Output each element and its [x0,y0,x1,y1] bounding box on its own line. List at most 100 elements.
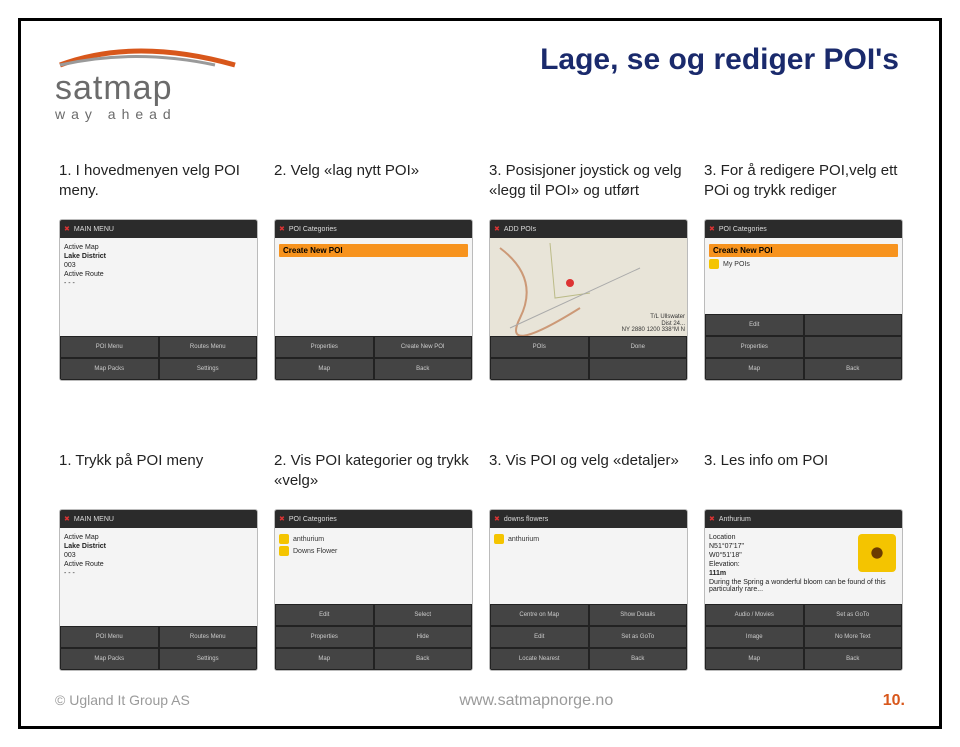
device-button: Select [374,604,473,626]
device-button: Properties [275,336,374,358]
screen-title: ADD POIs [504,226,536,233]
text-line: 003 [64,552,253,559]
device-button: Routes Menu [159,626,258,648]
button-row: MapBack [275,358,472,380]
highlighted-item: Create New POI [709,244,898,257]
steps-row-1: 1. I hovedmenyen velg POI meny. ✖ MAIN MEN… [59,161,901,381]
device-button: POIs [490,336,589,358]
device-button: Back [804,648,903,670]
step-caption: 2. Velg «lag nytt POI» [274,161,471,215]
screen-body: Create New POI My POIs [705,238,902,314]
step-caption: 3. For å redigere POI,velg ett POi og tr… [704,161,901,215]
close-icon: ✖ [64,225,70,233]
screen-title: MAIN MENU [74,226,114,233]
close-icon: ✖ [279,515,285,523]
device-button: Map Packs [60,358,159,380]
brand-tagline: way ahead [55,106,275,122]
device-button [804,314,903,336]
step-caption: 3. Posisjoner joystick og velg «legg til… [489,161,686,215]
button-row [490,358,687,380]
list-item: My POIs [709,259,898,269]
device-button: Edit [705,314,804,336]
device-button: Settings [159,358,258,380]
device-button: Settings [159,648,258,670]
device-screenshot: ✖ POI Categories anthuriumDowns FlowerEdit… [274,509,473,671]
device-screenshot: ✖MAIN MENUActive MapLake District003Acti… [59,509,258,671]
screen-title: POI Categories [719,226,767,233]
close-icon: ✖ [494,515,500,523]
device-button: Edit [275,604,374,626]
close-icon: ✖ [279,225,285,233]
device-button: Routes Menu [159,336,258,358]
device-button: Show Details [589,604,688,626]
device-button: Map [275,358,374,380]
flower-icon [858,534,896,572]
text-line: Active Map [64,534,253,541]
step-caption: 3. Vis POI og velg «detaljer» [489,451,686,505]
screen-body: anthuriumDowns Flower [275,528,472,604]
device-button: Image [705,626,804,648]
button-row: PropertiesCreate New POI [275,336,472,358]
text-line: - - - [64,280,253,287]
device-button: Done [589,336,688,358]
device-button: POI Menu [60,336,159,358]
poi-icon [709,259,719,269]
device-button: Hide [374,626,473,648]
map-info: T/L UllswaterDist 24...NY 2880 1200 338°… [622,314,685,334]
button-row: PropertiesHide [275,626,472,648]
poi-icon [279,546,289,556]
steps-row-2: 1. Trykk på POI meny✖MAIN MENUActive Map… [59,451,901,671]
button-row: Centre on MapShow Details [490,604,687,626]
device-button: Create New POI [374,336,473,358]
page-title: Lage, se og rediger POI's [540,43,899,77]
brand-name: satmap [55,69,275,108]
button-row: Edit [705,314,902,336]
device-button: Back [374,648,473,670]
device-button [589,358,688,380]
device-button: Back [589,648,688,670]
device-button: Properties [705,336,804,358]
device-button: Back [374,358,473,380]
screen-title: POI Categories [289,516,337,523]
footer-url: www.satmapnorge.no [459,692,613,710]
button-row: Properties [705,336,902,358]
page-number: 10. [883,692,905,710]
device-button: Centre on Map [490,604,589,626]
list-item: anthurium [494,534,683,544]
page-footer: © Ugland It Group AS www.satmapnorge.no … [55,692,905,710]
button-row: Audio / MoviesSet as GoTo [705,604,902,626]
screen-body: Active MapLake District003Active Route- … [60,238,257,336]
screen-body: anthurium [490,528,687,604]
step-caption: 1. I hovedmenyen velg POI meny. [59,161,256,215]
device-button: Edit [490,626,589,648]
device-button: No More Text [804,626,903,648]
button-row: ImageNo More Text [705,626,902,648]
close-icon: ✖ [494,225,500,233]
device-screenshot: ✖ ADD POIs T/L UllswaterDist 24...NY 2880 … [489,219,688,381]
text-line: 003 [64,262,253,269]
button-row: POI MenuRoutes Menu [60,336,257,358]
device-screenshot: ✖POI CategoriesCreate New POIPropertiesC… [274,219,473,381]
device-button: POI Menu [60,626,159,648]
close-icon: ✖ [709,515,715,523]
device-button [490,358,589,380]
button-row: Map PacksSettings [60,358,257,380]
screen-title: downs flowers [504,516,548,523]
text-line: Lake District [64,253,253,260]
detail-line: During the Spring a wonderful bloom can … [709,579,898,593]
step-caption: 3. Les info om POI [704,451,901,505]
device-button [804,336,903,358]
text-line: - - - [64,570,253,577]
close-icon: ✖ [64,515,70,523]
button-row: EditSet as GoTo [490,626,687,648]
screen-title: POI Categories [289,226,337,233]
highlighted-item: Create New POI [279,244,468,257]
device-button: Map [705,358,804,380]
logo-block: satmap way ahead [55,43,275,122]
text-line: Lake District [64,543,253,550]
button-row: MapBack [275,648,472,670]
screen-body: Create New POI [275,238,472,336]
step-caption: 1. Trykk på POI meny [59,451,256,505]
device-button: Map [275,648,374,670]
poi-icon [494,534,504,544]
